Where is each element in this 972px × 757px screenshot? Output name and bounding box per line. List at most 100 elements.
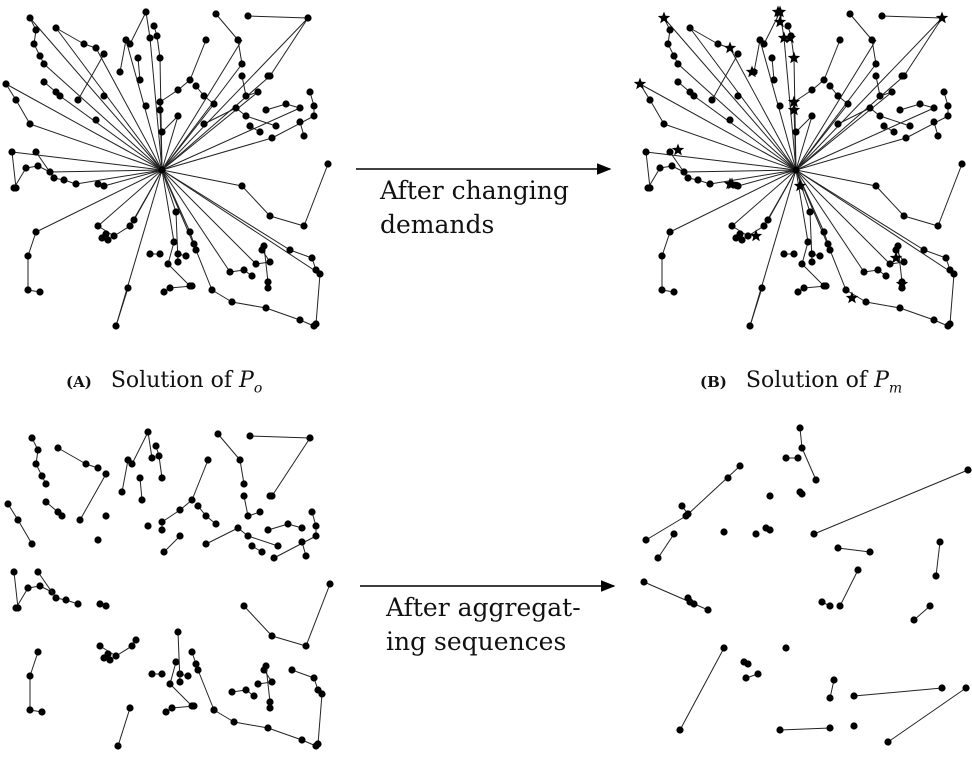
aggregated-node	[850, 722, 858, 730]
aggregated-node	[826, 602, 834, 610]
aggregated-node	[704, 606, 712, 614]
node	[306, 88, 314, 96]
aggregated-node	[640, 578, 648, 586]
depot-spoke	[737, 169, 797, 187]
customer-node	[264, 724, 272, 732]
node	[32, 148, 40, 156]
sequence-edge	[79, 473, 107, 521]
sequence-edge	[37, 571, 57, 599]
aggregated-edge	[643, 581, 691, 603]
customer-node	[28, 434, 36, 442]
customer-node	[54, 444, 62, 452]
node	[160, 288, 168, 296]
customer-node	[266, 492, 274, 500]
changed-demand-star	[895, 277, 909, 290]
customer-node	[136, 474, 144, 482]
node	[174, 86, 182, 94]
node	[646, 96, 654, 104]
sequence-edge	[158, 455, 163, 479]
customer-node	[24, 584, 32, 592]
customer-node	[62, 596, 70, 604]
customer-node	[176, 532, 184, 540]
customer-node	[152, 442, 160, 450]
arrow-top-line1: After changing	[380, 176, 569, 205]
node	[232, 104, 240, 112]
caption-a: (A) Solution of Po	[66, 368, 262, 396]
aggregated-node	[782, 644, 790, 652]
route-edge	[937, 163, 963, 227]
aggregated-node	[670, 530, 678, 538]
node	[744, 232, 752, 240]
customer-node	[12, 604, 20, 612]
changed-demand-star	[745, 65, 759, 78]
node	[158, 128, 166, 136]
node	[156, 54, 164, 62]
node	[644, 184, 652, 192]
node	[776, 102, 784, 110]
sequence-edge	[169, 683, 193, 707]
route-edge	[119, 39, 127, 73]
node	[256, 128, 264, 136]
aggregated-edge	[887, 687, 967, 743]
node	[670, 52, 678, 60]
customer-node	[14, 516, 22, 524]
depot-spoke	[43, 63, 163, 171]
node	[174, 112, 182, 120]
node	[182, 252, 190, 260]
customer-node	[188, 496, 196, 504]
panel-b-graph	[633, 5, 966, 330]
customer-node	[230, 718, 238, 726]
node	[228, 298, 236, 306]
route-edge	[881, 15, 943, 19]
node	[836, 36, 844, 44]
node	[266, 212, 274, 220]
node	[272, 122, 280, 130]
route-edge	[269, 215, 305, 227]
node	[286, 246, 294, 254]
aggregated-node	[642, 536, 650, 544]
sequence-edge	[217, 433, 241, 461]
node	[942, 254, 950, 262]
aggregated-node	[754, 670, 762, 678]
node	[820, 76, 828, 84]
node	[808, 258, 816, 266]
aggregated-edge	[837, 547, 871, 553]
node	[80, 40, 88, 48]
aggregated-node	[766, 492, 774, 500]
depot-spoke	[161, 137, 273, 171]
customer-node	[160, 548, 168, 556]
node	[226, 268, 234, 276]
sequence-edge	[131, 431, 149, 465]
customer-node	[240, 480, 248, 488]
route-edge	[711, 53, 739, 101]
customer-node	[112, 652, 120, 660]
depot-spoke	[161, 17, 309, 171]
node	[8, 148, 16, 156]
node	[102, 230, 110, 238]
node	[136, 76, 144, 84]
customer-node	[190, 702, 198, 710]
customer-node	[42, 480, 50, 488]
sequence-edge	[265, 665, 271, 703]
route-edge	[871, 39, 877, 65]
aggregated-node	[964, 466, 972, 474]
customer-node	[302, 642, 310, 650]
caption-b-text: Solution of	[745, 368, 868, 393]
customer-node	[254, 680, 262, 688]
customer-node	[114, 742, 122, 750]
node	[12, 96, 20, 104]
depot-spoke	[161, 107, 301, 171]
aggregated-node	[826, 724, 834, 732]
customer-node	[34, 648, 42, 656]
customer-node	[144, 428, 152, 436]
depot-spoke	[683, 169, 797, 173]
customer-node	[246, 432, 254, 440]
node	[658, 252, 666, 260]
node	[920, 246, 928, 254]
node	[798, 260, 806, 268]
route-edge	[77, 53, 105, 101]
node	[134, 54, 142, 62]
node	[944, 102, 952, 110]
aggregated-node	[776, 726, 784, 734]
node	[146, 250, 154, 258]
